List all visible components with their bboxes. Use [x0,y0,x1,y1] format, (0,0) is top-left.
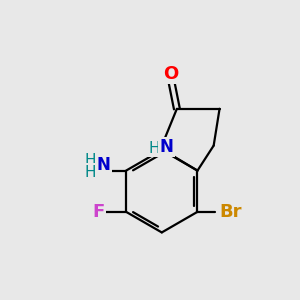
Text: F: F [92,203,104,221]
Text: H: H [148,141,160,156]
Text: O: O [164,65,178,83]
Text: Br: Br [219,203,242,221]
Text: N: N [160,138,173,156]
Text: H: H [85,153,97,168]
Text: N: N [97,156,110,174]
Text: H: H [85,165,97,180]
